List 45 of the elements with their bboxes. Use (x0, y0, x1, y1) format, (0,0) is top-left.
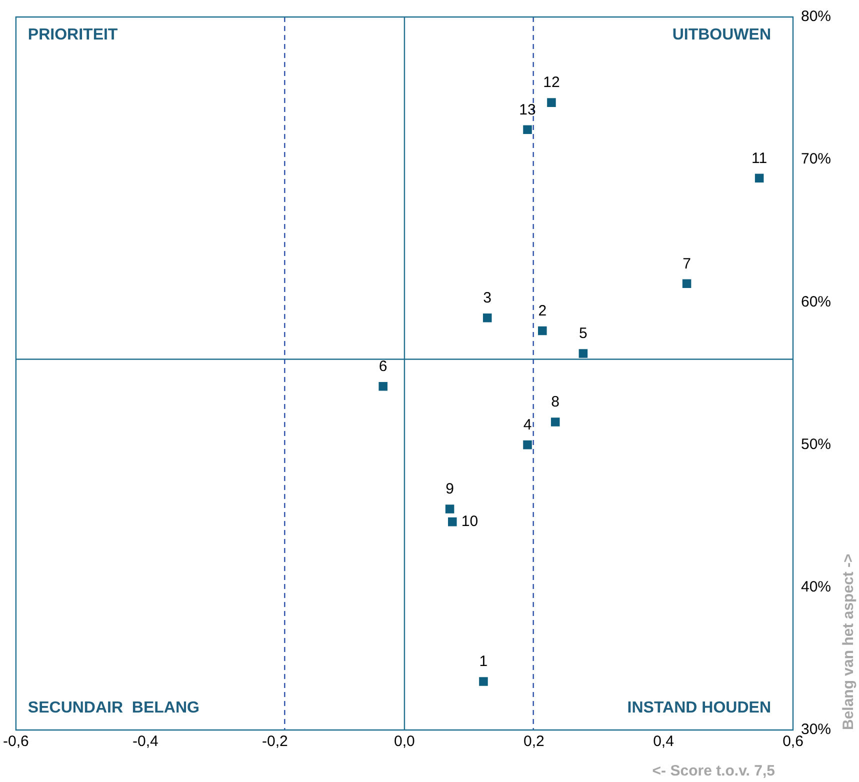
point (550, 418, 560, 426)
point (378, 382, 388, 391)
point (479, 677, 488, 686)
x-tick-label: 0,6 (782, 733, 804, 750)
x-axis-title: <- Score t.o.v. 7,5 (652, 762, 775, 780)
x-tick-label: 0,0 (394, 733, 415, 750)
annotation: SECUNDAIR BELANG (28, 699, 200, 716)
point (754, 174, 764, 183)
annotation: INSTAND HOUDEN (627, 699, 771, 716)
annotation: 12 (543, 74, 560, 92)
y-tick-label: 40% (801, 578, 832, 596)
point (547, 98, 556, 107)
point (538, 326, 547, 336)
annotation: 7 (682, 255, 691, 272)
point (523, 440, 532, 450)
annotation: 1 (479, 653, 488, 670)
annotation: 9 (446, 480, 454, 498)
y-tick-label: 30% (801, 721, 832, 738)
annotation: 5 (579, 325, 588, 342)
annotation: 8 (551, 394, 560, 411)
x-tick-label: 0,4 (653, 733, 674, 750)
annotation: 11 (752, 150, 768, 167)
point (448, 517, 457, 526)
annotation: UITBOUWEN (672, 26, 771, 44)
point (523, 125, 532, 134)
point (482, 313, 492, 322)
annotation: 4 (523, 416, 532, 434)
annotation: 6 (378, 358, 388, 375)
point (682, 279, 692, 288)
y-tick-label: 70% (801, 150, 832, 168)
y-axis-title: Belang van het aspect -> (840, 553, 858, 730)
x-tick-label: -0,6 (2, 733, 29, 750)
point (445, 504, 454, 514)
y-tick-label: 50% (801, 436, 832, 453)
y-tick-label: 80% (801, 8, 832, 26)
annotation: 3 (483, 290, 492, 307)
y-tick-label: 60% (801, 293, 832, 310)
annotation: 13 (519, 101, 536, 118)
annotation: PRIORITEIT (28, 26, 118, 44)
annotation: 2 (538, 302, 547, 320)
x-tick-label: 0,2 (524, 733, 544, 750)
x-tick-label: -0,2 (262, 733, 288, 750)
annotation: 10 (461, 512, 478, 530)
x-tick-label: -0,4 (132, 733, 158, 750)
point (578, 349, 588, 358)
